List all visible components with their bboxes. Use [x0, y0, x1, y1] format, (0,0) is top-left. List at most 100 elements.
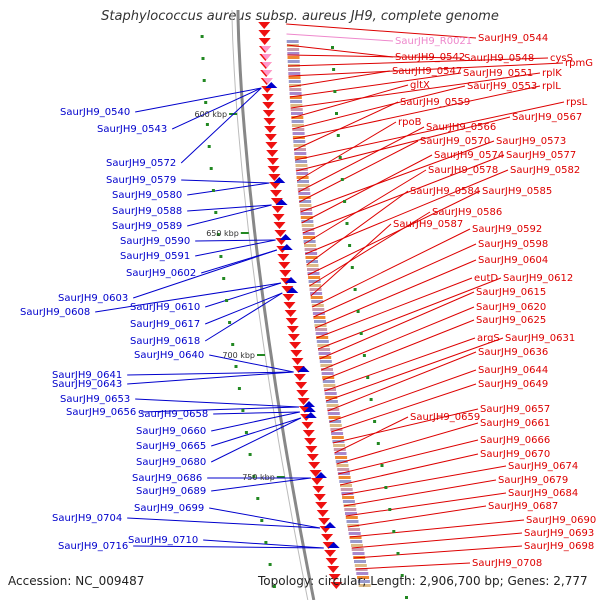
left-label-connector — [127, 517, 321, 529]
feature-layer — [200, 22, 408, 599]
right-label-connector — [289, 72, 462, 98]
cog-band-segment — [335, 456, 348, 459]
left-gene-label: SaurJH9_0641 — [52, 370, 122, 381]
right-gene-label: SaurJH9_0674 — [508, 461, 578, 472]
right-label-connector — [293, 85, 541, 140]
left-label-connector — [171, 87, 262, 130]
rna-gene — [262, 78, 273, 84]
right-label-connector — [305, 169, 509, 255]
cog-band-segment — [290, 100, 303, 103]
cog-band-segment — [304, 248, 317, 251]
gc-marker — [207, 145, 211, 148]
cog-band-segment — [310, 292, 323, 295]
right-label-connector — [287, 57, 549, 67]
right-label-connector — [347, 505, 487, 528]
cog-band-segment — [308, 276, 321, 279]
left-gene-label: SaurJH9_0689 — [136, 486, 206, 497]
left-label-connector — [95, 282, 282, 313]
right-gene-label: SaurJH9_0567 — [512, 112, 582, 123]
gc-marker — [343, 200, 347, 203]
gc-marker — [219, 255, 223, 258]
left-gene-label: SaurJH9_0618 — [130, 336, 200, 347]
minus-strand-gene — [264, 134, 277, 141]
minus-strand-gene — [324, 550, 337, 557]
right-gene-label: SaurJH9_0661 — [480, 418, 550, 429]
minus-strand-gene — [321, 534, 334, 541]
left-gene-label: SaurJH9_0543 — [97, 124, 167, 135]
right-label-connector — [325, 337, 504, 402]
right-label-connector — [309, 211, 431, 287]
left-label-connector — [213, 411, 300, 415]
minus-strand-gene — [325, 558, 338, 565]
right-gene-label: rplL — [542, 81, 561, 92]
right-gene-label: SaurJH9_0636 — [478, 347, 548, 358]
minus-strand-gene — [322, 542, 335, 549]
right-gene-label: eutD — [474, 273, 498, 284]
minus-strand-gene — [266, 150, 279, 157]
minus-strand-gene — [282, 294, 295, 301]
minus-strand-gene — [265, 142, 278, 149]
minus-strand-gene — [312, 486, 325, 493]
cog-band-segment — [288, 80, 301, 83]
left-gene-label: SaurJH9_0617 — [130, 319, 200, 330]
cog-band-segment — [300, 216, 313, 219]
cog-band-segment — [291, 112, 303, 115]
cog-band-segment — [315, 332, 328, 335]
cog-band-segment — [297, 180, 309, 183]
cog-band-segment — [354, 560, 366, 563]
cog-band-segment — [345, 512, 357, 515]
right-gene-label: cysS — [550, 53, 573, 64]
cog-band-segment — [301, 220, 314, 223]
minus-strand-gene — [262, 102, 275, 109]
gc-marker — [350, 266, 354, 269]
right-gene-label: SaurJH9_0604 — [478, 255, 548, 266]
gc-marker — [362, 354, 366, 357]
right-gene-label: SaurJH9_0592 — [472, 224, 542, 235]
cog-band-segment — [305, 256, 318, 259]
gc-marker — [204, 101, 208, 104]
right-label-connector — [329, 369, 477, 423]
right-gene-label: SaurJH9_0679 — [498, 475, 568, 486]
right-gene-label: gltX — [410, 80, 430, 91]
left-gene-label: SaurJH9_0680 — [136, 457, 206, 468]
gc-marker — [209, 167, 213, 170]
cog-band-segment — [328, 416, 341, 419]
cog-band-segment — [331, 436, 344, 439]
cog-band-segment — [351, 544, 363, 547]
left-gene-label: SaurJH9_0580 — [112, 190, 182, 201]
left-label-connector — [205, 282, 282, 308]
minus-strand-gene — [313, 494, 326, 501]
cog-band-segment — [290, 108, 303, 111]
left-label-connector — [210, 417, 302, 463]
right-gene-label: SaurJH9_0687 — [488, 501, 558, 512]
minus-strand-gene — [328, 574, 341, 581]
minus-strand-gene — [304, 438, 317, 445]
cog-band-segment — [348, 528, 360, 531]
minus-strand-gene — [286, 326, 299, 333]
minus-strand-gene — [290, 350, 303, 357]
minus-strand-gene — [273, 222, 286, 229]
left-label-connector — [211, 417, 301, 447]
right-label-connector — [351, 532, 523, 549]
minus-strand-gene — [311, 478, 323, 485]
cog-band-segment — [329, 424, 342, 427]
minus-strand-gene — [279, 270, 292, 277]
right-label-connector — [300, 140, 495, 213]
gc-marker — [338, 156, 342, 159]
cog-band-segment — [301, 224, 314, 227]
left-gene-label: SaurJH9_0653 — [60, 394, 130, 405]
left-gene-label: SaurJH9_0665 — [136, 441, 206, 452]
minus-strand-gene — [298, 406, 311, 413]
cog-band-segment — [325, 396, 338, 399]
cog-band-segment — [337, 472, 350, 475]
left-label-connector — [135, 398, 300, 408]
right-gene-label: SaurJH9_0586 — [432, 207, 502, 218]
right-label-connector — [296, 121, 397, 182]
cog-band-segment — [318, 348, 330, 351]
left-gene-label: SaurJH9_0710 — [128, 535, 198, 546]
gc-marker — [237, 387, 241, 390]
cog-band-segment — [287, 52, 300, 55]
minus-strand-gene — [284, 310, 297, 317]
cog-band-segment — [298, 192, 311, 195]
